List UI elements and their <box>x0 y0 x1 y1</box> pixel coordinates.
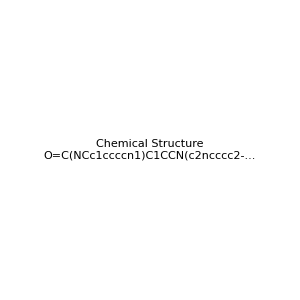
Text: Chemical Structure
O=C(NCc1ccccn1)C1CCN(c2ncccc2-...: Chemical Structure O=C(NCc1ccccn1)C1CCN(… <box>44 139 256 161</box>
